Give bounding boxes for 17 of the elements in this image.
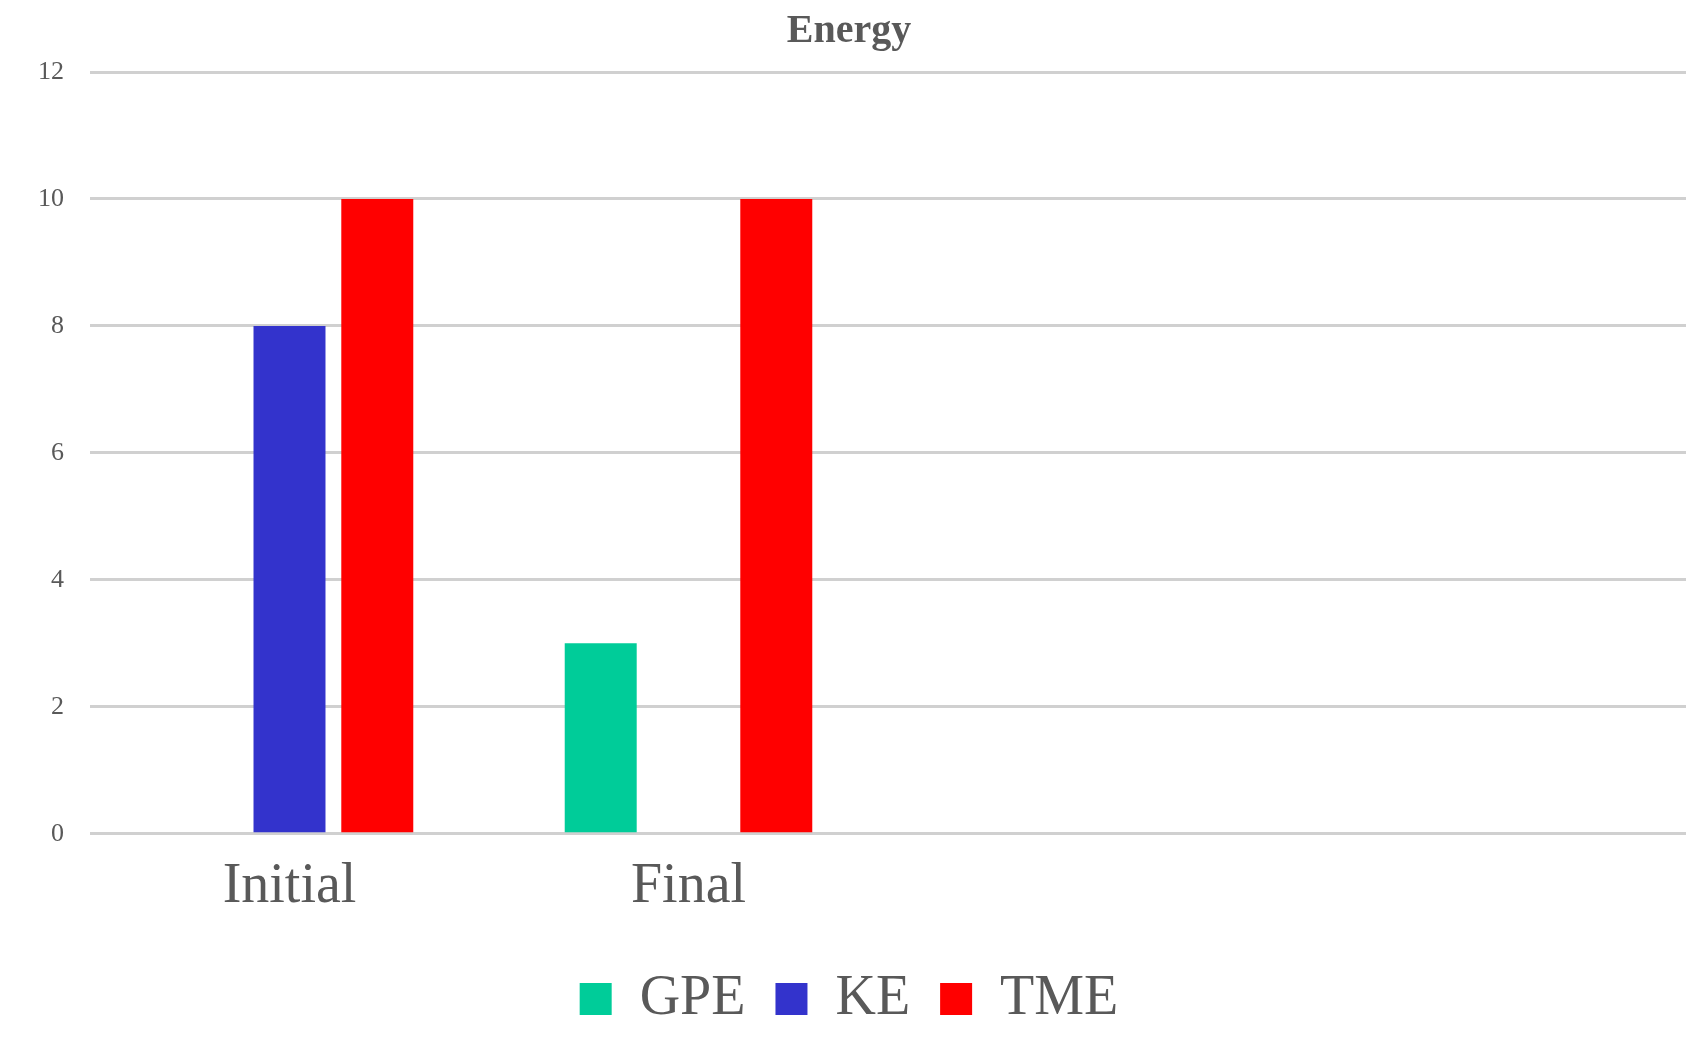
x-tick-label: Initial: [222, 852, 357, 915]
chart-title: Energy: [786, 6, 912, 52]
y-tick-label: 0: [51, 817, 64, 847]
y-tick-label: 6: [51, 436, 64, 466]
y-tick-label: 12: [38, 55, 64, 85]
legend-label: TME: [1000, 963, 1119, 1026]
y-tick-label: 8: [51, 309, 64, 339]
bar: [740, 198, 813, 833]
y-tick-label: 4: [51, 563, 64, 593]
bar: [341, 198, 414, 833]
legend-label: GPE: [639, 963, 746, 1026]
y-tick-label: 2: [51, 690, 64, 720]
x-tick-label: Final: [630, 852, 747, 915]
y-tick-label: 10: [38, 182, 64, 212]
legend-label: KE: [835, 963, 911, 1026]
bar: [564, 643, 637, 833]
bar: [253, 325, 326, 833]
